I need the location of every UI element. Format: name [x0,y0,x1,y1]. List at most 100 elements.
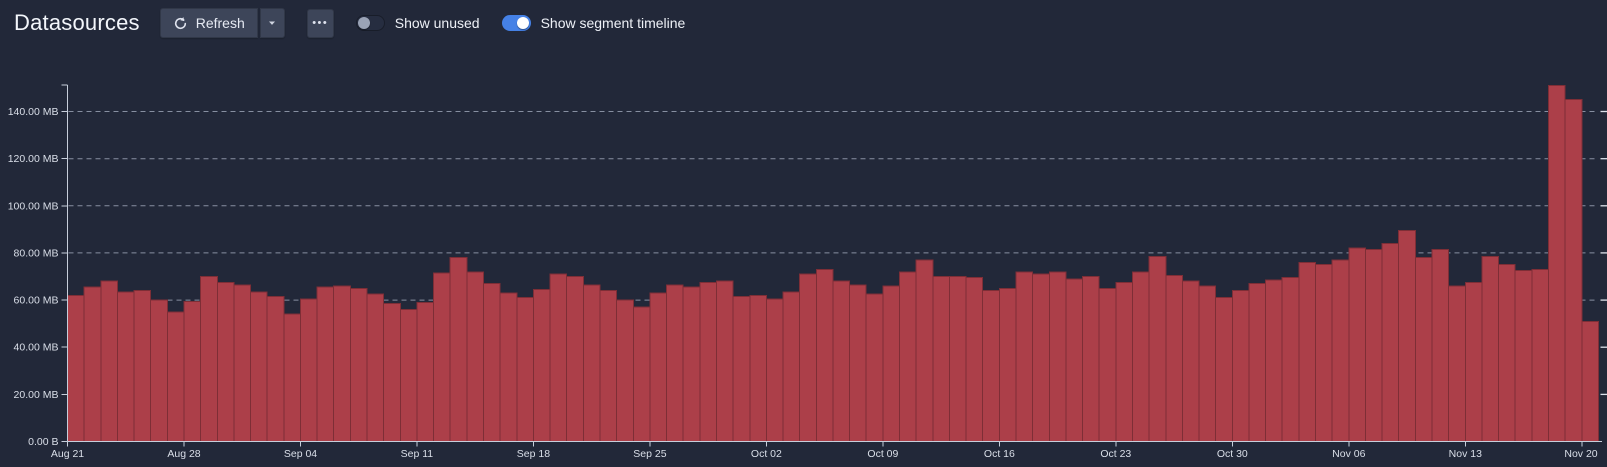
timeline-bar[interactable]: Oct 03: 63.5 MB [782,291,801,442]
timeline-bar[interactable]: Nov 14: 78.5 MB [1481,255,1500,442]
timeline-bar[interactable]: Nov 10: 78 MB [1414,257,1433,442]
timeline-bar[interactable]: Oct 10: 72 MB [899,271,917,442]
timeline-bar[interactable]: Sep 09: 58.5 MB [383,303,401,442]
show-segment-timeline-toggle[interactable] [501,15,531,31]
timeline-bar[interactable]: Sep 04: 60.5 MB [299,298,318,442]
timeline-bar[interactable]: Oct 28: 66 MB [1198,285,1217,442]
timeline-bar[interactable]: Oct 20: 69 MB [1065,278,1084,442]
timeline-bar[interactable]: Oct 06: 68 MB [832,280,851,442]
timeline-bar[interactable]: Sep 24: 57 MB [632,306,651,442]
timeline-bar[interactable]: Aug 24: 63.5 MB [116,291,135,442]
timeline-bar[interactable]: Oct 22: 65 MB [1098,287,1117,442]
timeline-bar[interactable]: Sep 27: 65.5 MB [682,286,701,442]
timeline-bar[interactable]: Nov 11: 81.5 MB [1431,248,1450,442]
timeline-bar[interactable]: Sep 08: 62.5 MB [366,293,385,442]
more-button[interactable]: ••• [306,8,334,38]
timeline-bar[interactable]: Nov 18: 151 MB [1547,85,1566,443]
timeline-bar[interactable]: Sep 28: 67.5 MB [699,281,717,442]
timeline-bar[interactable]: Sep 25: 63 MB [649,292,668,442]
timeline-bar[interactable]: Oct 01: 62 MB [749,294,767,442]
timeline-bar[interactable]: Nov 09: 89.5 MB [1398,230,1416,442]
timeline-bar[interactable]: Nov 20: 51 MB [1581,320,1599,443]
timeline-bar[interactable]: Oct 05: 73 MB [815,268,834,442]
timeline-bar[interactable]: Nov 04: 75 MB [1315,264,1333,442]
timeline-bar[interactable]: Sep 19: 71 MB [549,273,568,442]
timeline-bar[interactable]: Aug 23: 68 MB [100,280,118,442]
timeline-bar[interactable]: Aug 28: 59.5 MB [183,300,202,442]
timeline-bar[interactable]: Aug 21: 62 MB [67,294,85,442]
timeline-bar[interactable]: Oct 26: 70.5 MB [1165,274,1183,442]
timeline-bar[interactable]: Oct 25: 78.5 MB [1148,255,1167,442]
timeline-bar[interactable]: Sep 17: 61 MB [516,297,534,442]
timeline-bar[interactable]: Oct 08: 62.5 MB [865,293,884,442]
timeline-bar[interactable]: Sep 02: 61.5 MB [266,296,285,442]
timeline-bar[interactable]: Sep 29: 68 MB [715,280,734,442]
timeline-bar[interactable]: Nov 19: 145 MB [1564,99,1583,442]
timeline-bar[interactable]: Nov 12: 66 MB [1448,285,1466,442]
timeline-bar[interactable]: Oct 17: 72 MB [1015,271,1034,442]
timeline-bar[interactable]: Nov 15: 75 MB [1498,264,1516,442]
timeline-bar[interactable]: Aug 30: 67.5 MB [216,281,235,442]
timeline-bar[interactable]: Oct 30: 64 MB [1231,290,1250,442]
timeline-bar[interactable]: Oct 12: 70 MB [932,276,950,442]
timeline-bar[interactable]: Oct 31: 67 MB [1248,283,1267,442]
timeline-bar[interactable]: Aug 26: 60 MB [150,299,168,442]
timeline-bar[interactable]: Sep 18: 64.5 MB [532,288,551,442]
timeline-bar[interactable]: Oct 16: 65 MB [998,287,1017,442]
timeline-bar[interactable]: Nov 01: 68.5 MB [1265,279,1283,442]
timeline-bar[interactable]: Sep 11: 59 MB [416,301,435,442]
refresh-dropdown-button[interactable] [259,8,285,38]
timeline-bar[interactable]: Oct 23: 67.5 MB [1115,281,1133,442]
timeline-bar[interactable]: Nov 17: 73 MB [1531,268,1549,442]
timeline-bar[interactable]: Aug 22: 65.5 MB [83,286,102,442]
timeline-bar[interactable]: Sep 26: 66.5 MB [666,284,684,442]
timeline-bar[interactable]: Oct 09: 66 MB [882,285,901,442]
refresh-button[interactable]: Refresh [159,8,258,38]
timeline-bar[interactable]: Sep 05: 65.5 MB [316,286,335,442]
timeline-bar[interactable]: Oct 07: 66.5 MB [849,284,867,442]
timeline-bar[interactable]: Nov 08: 84 MB [1381,243,1400,442]
show-unused-label: Show unused [394,15,480,31]
timeline-bar[interactable]: Nov 06: 82 MB [1348,247,1366,442]
show-unused-toggle[interactable] [355,15,385,31]
timeline-bar[interactable]: Aug 27: 55 MB [166,311,185,443]
timeline-bar[interactable]: Nov 02: 69.5 MB [1281,277,1300,442]
timeline-bar[interactable]: Oct 29: 61 MB [1215,297,1233,442]
timeline-bar[interactable]: Oct 04: 71 MB [799,273,817,442]
timeline-bar[interactable]: Nov 05: 77 MB [1331,259,1350,442]
timeline-bar[interactable]: Sep 15: 67 MB [483,283,501,442]
timeline-bar[interactable]: Sep 20: 70 MB [566,276,584,442]
timeline-bar[interactable]: Nov 16: 72.5 MB [1514,270,1533,442]
timeline-bar[interactable]: Sep 21: 66.5 MB [582,284,601,442]
timeline-bar[interactable]: Sep 01: 63.5 MB [250,291,268,442]
timeline-bar[interactable]: Aug 25: 64 MB [133,290,152,442]
timeline-bar[interactable]: Sep 16: 63 MB [499,292,518,442]
timeline-bar[interactable]: Oct 19: 72 MB [1048,271,1067,442]
timeline-bar[interactable]: Oct 11: 77 MB [915,259,934,442]
timeline-bar[interactable]: Oct 24: 72 MB [1131,271,1150,442]
timeline-bar[interactable]: Nov 13: 67.5 MB [1464,281,1483,442]
timeline-bar[interactable]: Nov 07: 81.5 MB [1364,248,1383,442]
timeline-bar[interactable]: Oct 18: 71 MB [1032,273,1050,442]
timeline-bar[interactable]: Oct 02: 60.5 MB [765,298,784,442]
timeline-bar[interactable]: Sep 22: 64 MB [599,290,618,442]
y-axis-label: 60.00 MB [14,295,59,307]
timeline-bar[interactable]: Oct 27: 68 MB [1181,280,1200,442]
timeline-bar[interactable]: Sep 14: 72 MB [466,271,485,442]
timeline-bar[interactable]: Aug 29: 70 MB [200,276,218,442]
timeline-bar[interactable]: Oct 14: 69.5 MB [965,277,984,442]
timeline-bar[interactable]: Sep 07: 65 MB [349,287,368,442]
timeline-bar[interactable]: Oct 13: 70 MB [948,276,967,442]
timeline-bar[interactable]: Aug 31: 66.5 MB [233,284,252,442]
timeline-bar[interactable]: Sep 03: 54 MB [283,313,301,442]
timeline-bar[interactable]: Oct 15: 64 MB [982,290,1000,442]
timeline-bar[interactable]: Nov 03: 76 MB [1298,261,1317,442]
timeline-bar[interactable]: Oct 21: 70 MB [1082,276,1100,442]
timeline-bar[interactable]: Sep 30: 61.5 MB [732,296,751,442]
timeline-bar[interactable]: Sep 23: 60 MB [616,299,634,442]
timeline-bar[interactable]: Sep 06: 66 MB [333,285,351,442]
timeline-bar[interactable]: Sep 13: 78 MB [449,257,468,442]
timeline-bar[interactable]: Sep 12: 71.5 MB [433,272,451,442]
timeline-bar[interactable]: Sep 10: 56 MB [399,309,418,443]
